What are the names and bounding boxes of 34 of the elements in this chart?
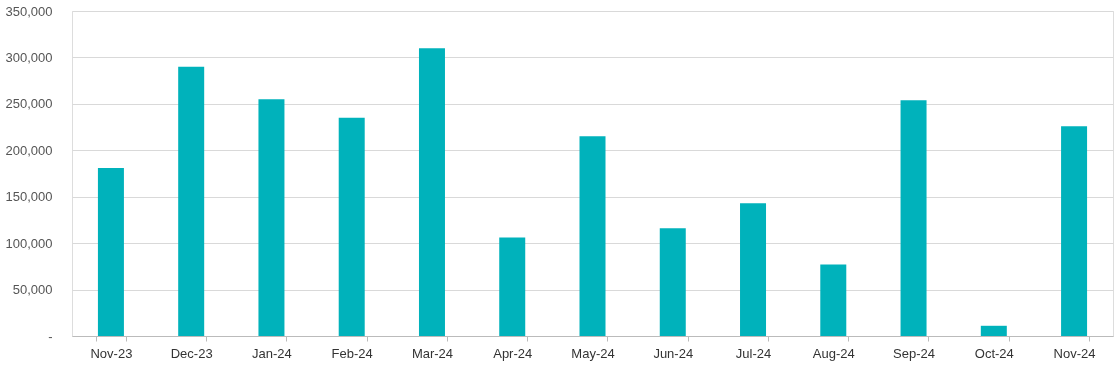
x-tick-label: Jun-24 bbox=[653, 345, 694, 361]
bar bbox=[820, 264, 847, 336]
x-tick-label: Oct-24 bbox=[974, 345, 1014, 361]
y-tick-label: 200,000 bbox=[5, 142, 53, 158]
y-tick-label: - bbox=[48, 328, 53, 344]
bar bbox=[258, 99, 285, 336]
x-tick-label: Apr-24 bbox=[493, 345, 533, 361]
bar bbox=[1061, 126, 1088, 336]
bar bbox=[97, 167, 124, 336]
bar bbox=[499, 237, 526, 336]
bar bbox=[980, 325, 1007, 336]
x-tick-label: Jul-24 bbox=[735, 345, 772, 361]
x-tick-label: Sep-24 bbox=[893, 345, 936, 361]
x-tick-label: Nov-23 bbox=[90, 345, 133, 361]
bar bbox=[418, 48, 445, 336]
y-tick-label: 100,000 bbox=[5, 235, 53, 251]
x-tick-label: Jan-24 bbox=[252, 345, 292, 361]
bar bbox=[178, 66, 205, 336]
y-tick-label: 300,000 bbox=[5, 49, 53, 65]
bar bbox=[659, 228, 686, 336]
y-tick-label: 150,000 bbox=[5, 189, 53, 205]
bar bbox=[579, 136, 606, 336]
y-tick-label: 350,000 bbox=[5, 3, 53, 19]
x-tick-label: Nov-24 bbox=[1053, 345, 1096, 361]
x-tick-label: Mar-24 bbox=[411, 345, 454, 361]
y-tick-label: 250,000 bbox=[5, 96, 53, 112]
x-tick-label: Feb-24 bbox=[331, 345, 373, 361]
x-tick-label: May-24 bbox=[571, 345, 615, 361]
bar bbox=[740, 203, 767, 336]
x-tick-label: Aug-24 bbox=[812, 345, 855, 361]
x-tick-label: Dec-23 bbox=[170, 345, 213, 361]
bar bbox=[900, 100, 927, 336]
y-tick-label: 50,000 bbox=[12, 282, 53, 298]
bar bbox=[338, 117, 365, 336]
